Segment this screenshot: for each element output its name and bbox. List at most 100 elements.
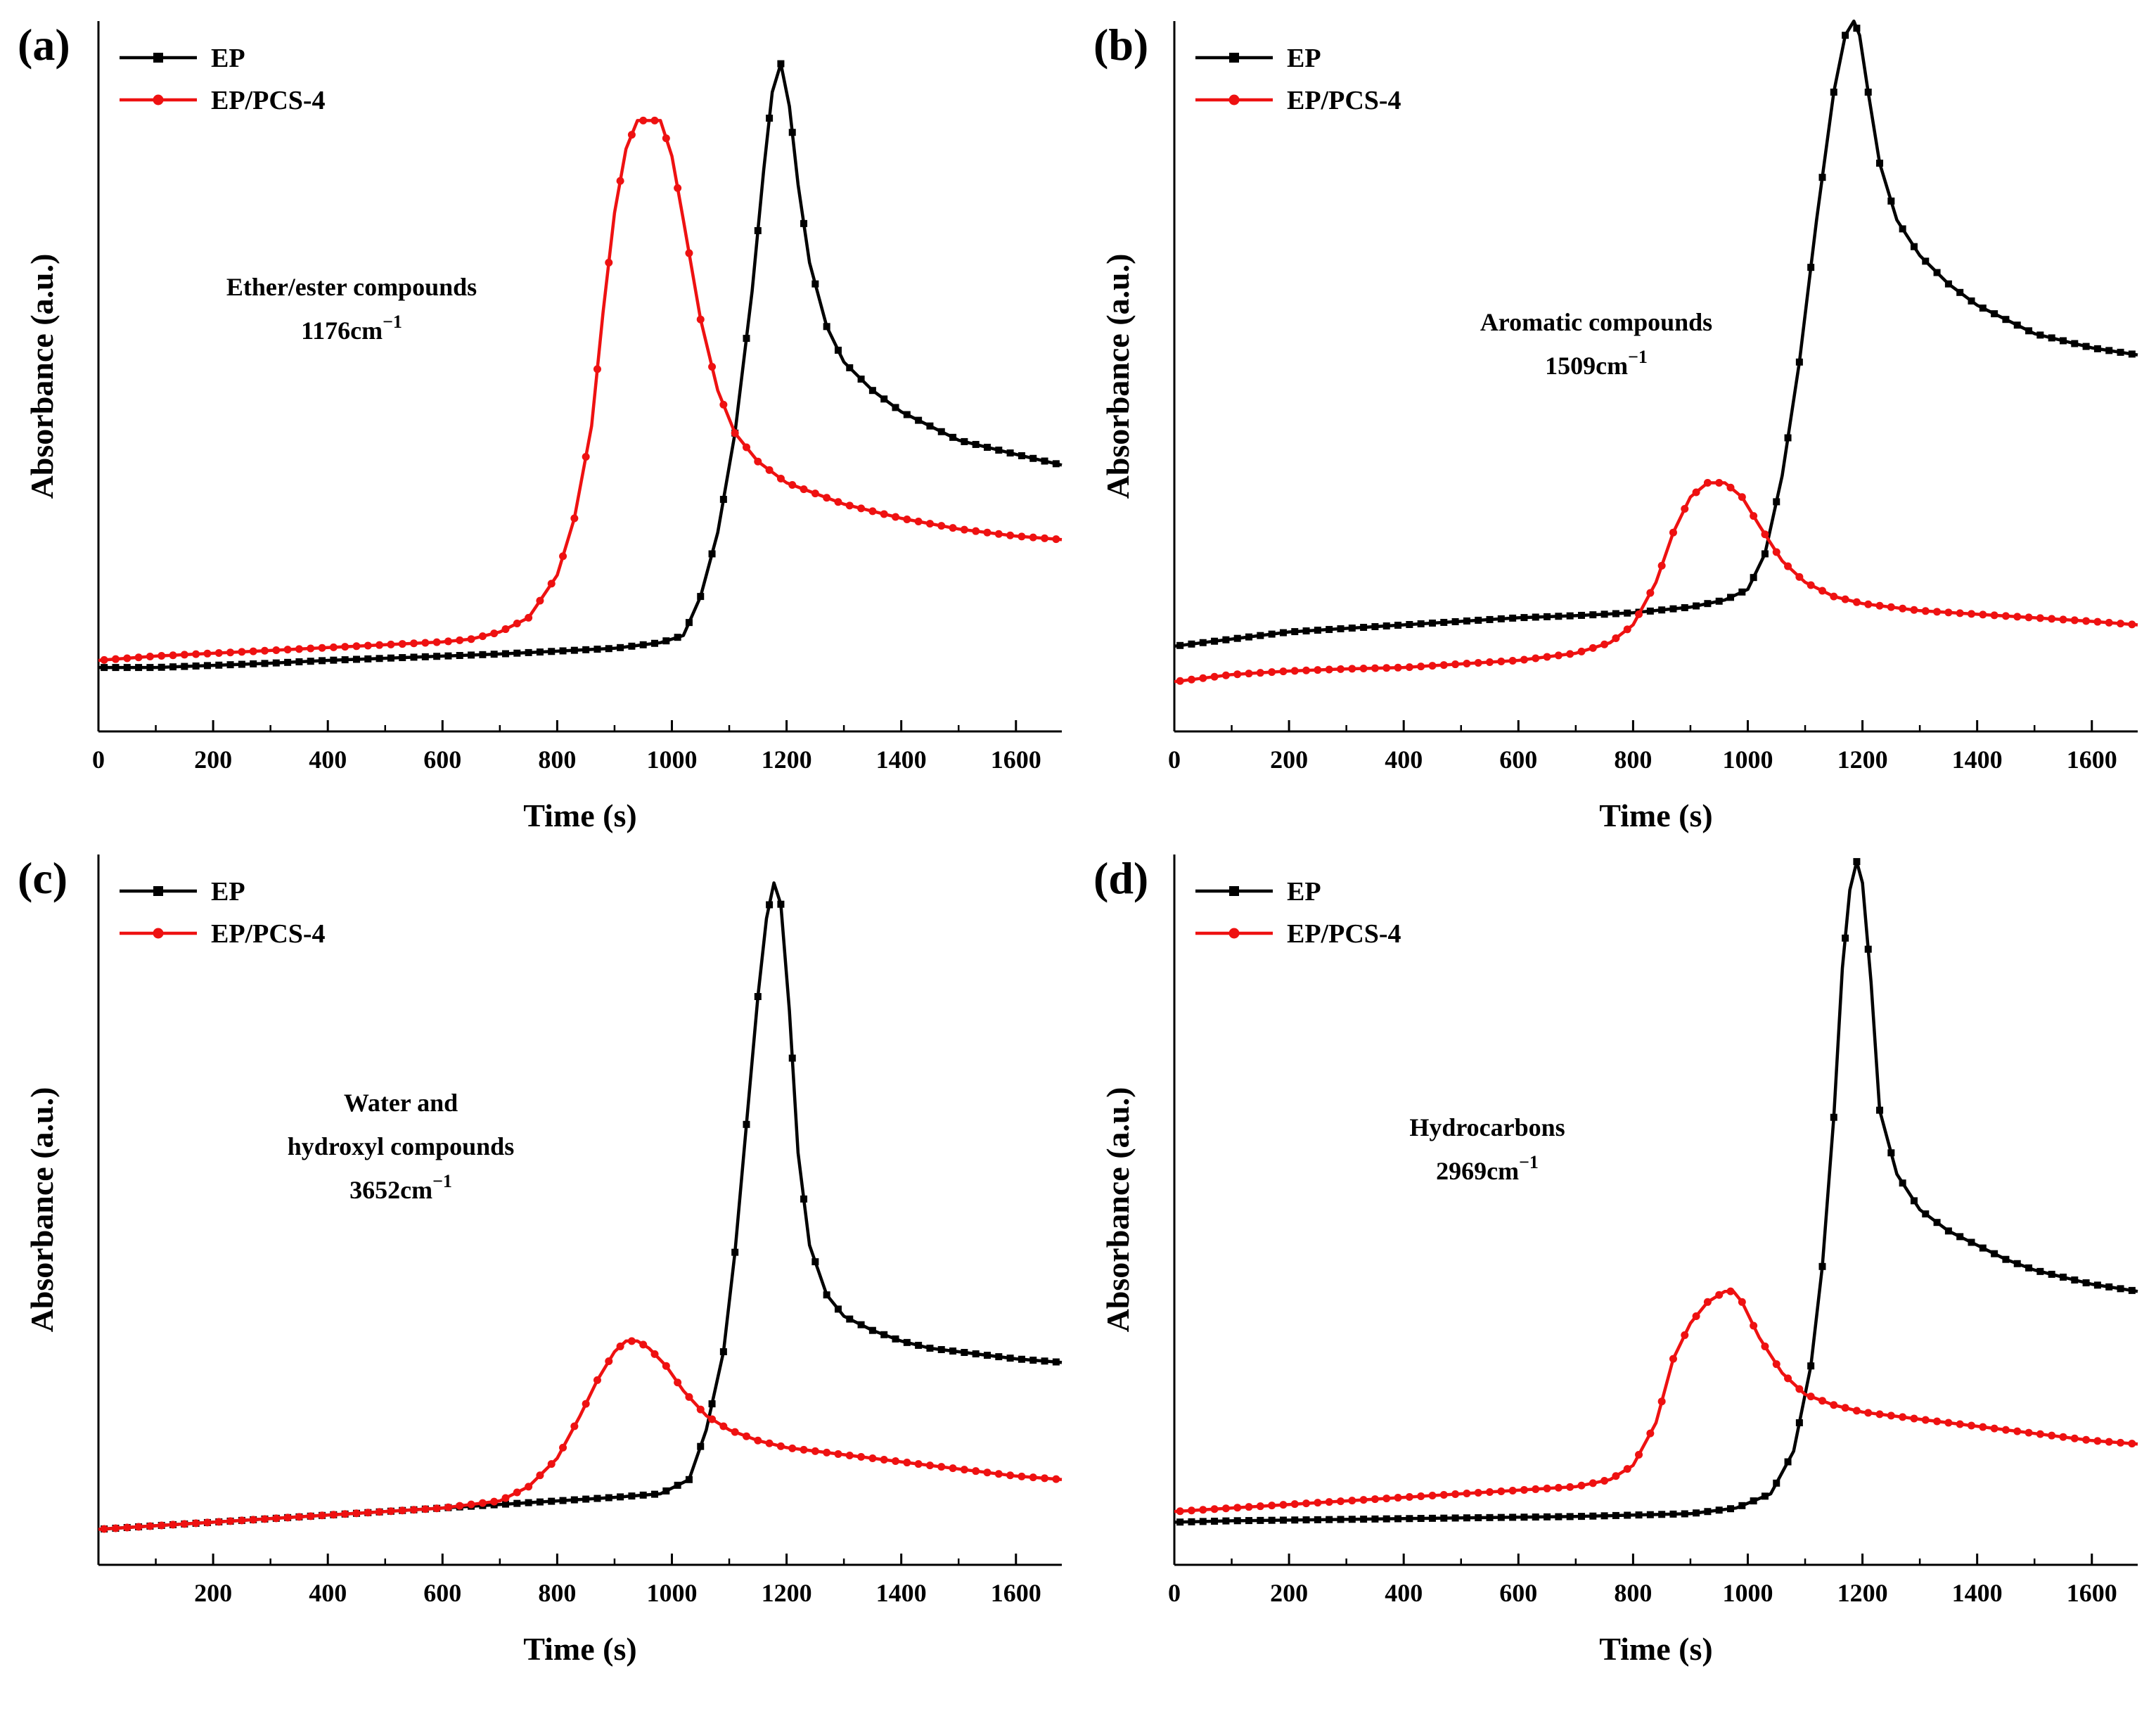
legend-marker xyxy=(1228,928,1240,939)
data-point xyxy=(490,629,499,638)
data-point xyxy=(192,662,200,670)
data-point xyxy=(1681,604,1688,612)
data-point xyxy=(1382,664,1391,672)
x-tick-label: 0 xyxy=(1168,1579,1181,1607)
data-point xyxy=(1624,609,1631,617)
data-point xyxy=(1842,32,1849,39)
data-point xyxy=(1910,1414,1918,1423)
data-point xyxy=(1589,1512,1597,1520)
data-point xyxy=(341,1510,349,1518)
data-point xyxy=(1933,1219,1941,1227)
data-point xyxy=(983,444,991,451)
data-point xyxy=(444,1503,452,1511)
data-point xyxy=(1041,1357,1048,1365)
data-point xyxy=(1360,624,1368,632)
data-point xyxy=(1761,530,1769,539)
data-point xyxy=(1052,535,1060,544)
data-point xyxy=(593,646,601,653)
data-point xyxy=(1807,264,1815,271)
data-point xyxy=(846,1315,854,1323)
data-point xyxy=(1188,1518,1195,1525)
data-point xyxy=(765,1439,774,1447)
legend-label: EP/PCS-4 xyxy=(1287,86,1401,115)
data-point xyxy=(1887,603,1895,611)
data-point xyxy=(1554,651,1563,660)
data-point xyxy=(1221,1504,1230,1513)
data-point xyxy=(513,1488,521,1497)
data-point xyxy=(1612,1472,1620,1480)
data-point xyxy=(1784,1458,1792,1466)
data-point xyxy=(1600,1476,1609,1485)
data-point xyxy=(1773,1479,1780,1487)
data-point xyxy=(811,280,819,288)
data-point xyxy=(685,619,693,627)
data-point xyxy=(318,1511,326,1520)
data-point xyxy=(1646,1511,1654,1518)
data-point xyxy=(1290,667,1299,675)
data-point xyxy=(100,655,108,664)
y-axis-title: Absorbance (a.u.) xyxy=(1100,254,1136,499)
x-tick-label: 200 xyxy=(1270,1579,1308,1607)
data-point xyxy=(1508,1486,1517,1494)
data-point xyxy=(754,226,762,234)
data-point xyxy=(1795,1385,1804,1393)
data-point xyxy=(1497,615,1505,622)
data-point xyxy=(616,1342,624,1350)
data-point xyxy=(639,641,647,648)
data-point xyxy=(1532,613,1539,621)
data-point xyxy=(1899,1413,1907,1421)
legend-label: EP/PCS-4 xyxy=(211,86,326,115)
data-point xyxy=(123,654,131,663)
data-point xyxy=(260,646,269,655)
data-point xyxy=(800,1445,808,1454)
data-point xyxy=(1726,483,1735,492)
data-point xyxy=(1761,1492,1769,1500)
x-tick-label: 1000 xyxy=(1722,745,1773,774)
data-point xyxy=(399,654,406,662)
data-point xyxy=(1509,614,1517,622)
data-point xyxy=(1577,1513,1585,1521)
data-point xyxy=(1405,1493,1413,1502)
data-point xyxy=(180,651,188,659)
data-point xyxy=(387,654,394,662)
x-tick-label: 1400 xyxy=(876,745,927,774)
series-line-ep xyxy=(98,62,1063,670)
data-point xyxy=(1336,1497,1345,1506)
data-point xyxy=(1944,1227,1952,1235)
data-point xyxy=(880,395,888,403)
legend-label: EP xyxy=(1287,877,1321,907)
data-point xyxy=(639,1491,647,1499)
data-point xyxy=(2093,1281,2101,1289)
data-point xyxy=(2117,1438,2125,1447)
data-point xyxy=(478,1499,487,1507)
data-point xyxy=(1887,1412,1895,1420)
data-point xyxy=(651,1490,659,1498)
data-point xyxy=(834,498,842,506)
data-point xyxy=(1899,604,1907,613)
data-point xyxy=(421,1505,430,1513)
data-point xyxy=(2093,1437,2102,1445)
data-point xyxy=(318,644,326,652)
data-point xyxy=(1715,597,1723,605)
data-point xyxy=(1864,600,1873,608)
data-point xyxy=(1600,640,1609,648)
data-point xyxy=(1463,1489,1471,1497)
data-point xyxy=(1795,572,1804,581)
data-point xyxy=(1520,1485,1528,1494)
data-point xyxy=(823,1291,830,1299)
data-point xyxy=(2002,316,2010,324)
data-point xyxy=(1302,1516,1310,1524)
data-point xyxy=(536,648,544,656)
data-point xyxy=(364,641,372,650)
data-point xyxy=(708,1415,717,1423)
data-point xyxy=(949,433,957,441)
data-point xyxy=(1555,613,1563,620)
data-point xyxy=(1520,1513,1528,1521)
data-point xyxy=(547,1460,556,1468)
data-point xyxy=(892,1457,900,1466)
data-point xyxy=(582,452,590,461)
data-point xyxy=(2025,1428,2033,1437)
annotation-label: hydroxyl compounds xyxy=(288,1132,514,1160)
data-point xyxy=(1520,614,1528,622)
data-point xyxy=(1772,1360,1780,1369)
